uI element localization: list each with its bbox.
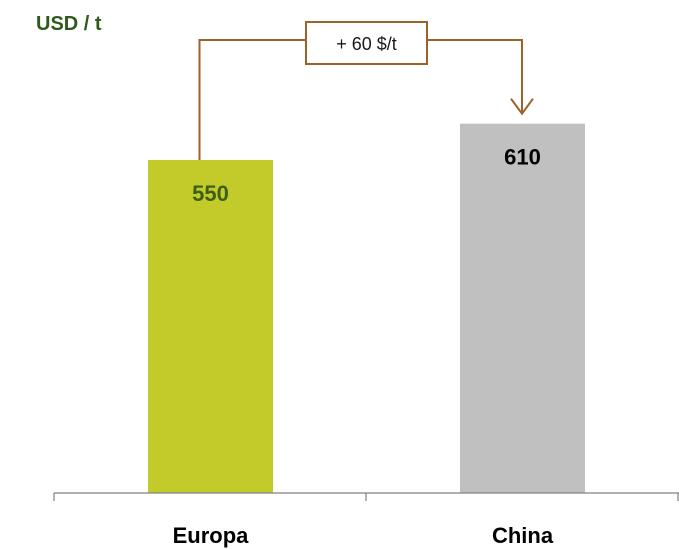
category-labels: Europa China [173, 523, 554, 548]
bars [148, 123, 585, 493]
category-label-europa: Europa [173, 523, 250, 548]
bar-europa [148, 160, 273, 493]
value-label-europa: 550 [192, 181, 229, 206]
bar-china [460, 123, 585, 493]
value-labels: 550 610 [192, 145, 541, 206]
difference-arrowhead [510, 98, 534, 116]
category-label-china: China [492, 523, 554, 548]
x-axis [53, 492, 679, 501]
unit-label: USD / t [36, 13, 102, 35]
value-label-china: 610 [504, 145, 541, 170]
difference-box [305, 21, 428, 65]
difference-annotation: + 60 $/t [198, 21, 534, 160]
difference-label: + 60 $/t [336, 34, 397, 54]
